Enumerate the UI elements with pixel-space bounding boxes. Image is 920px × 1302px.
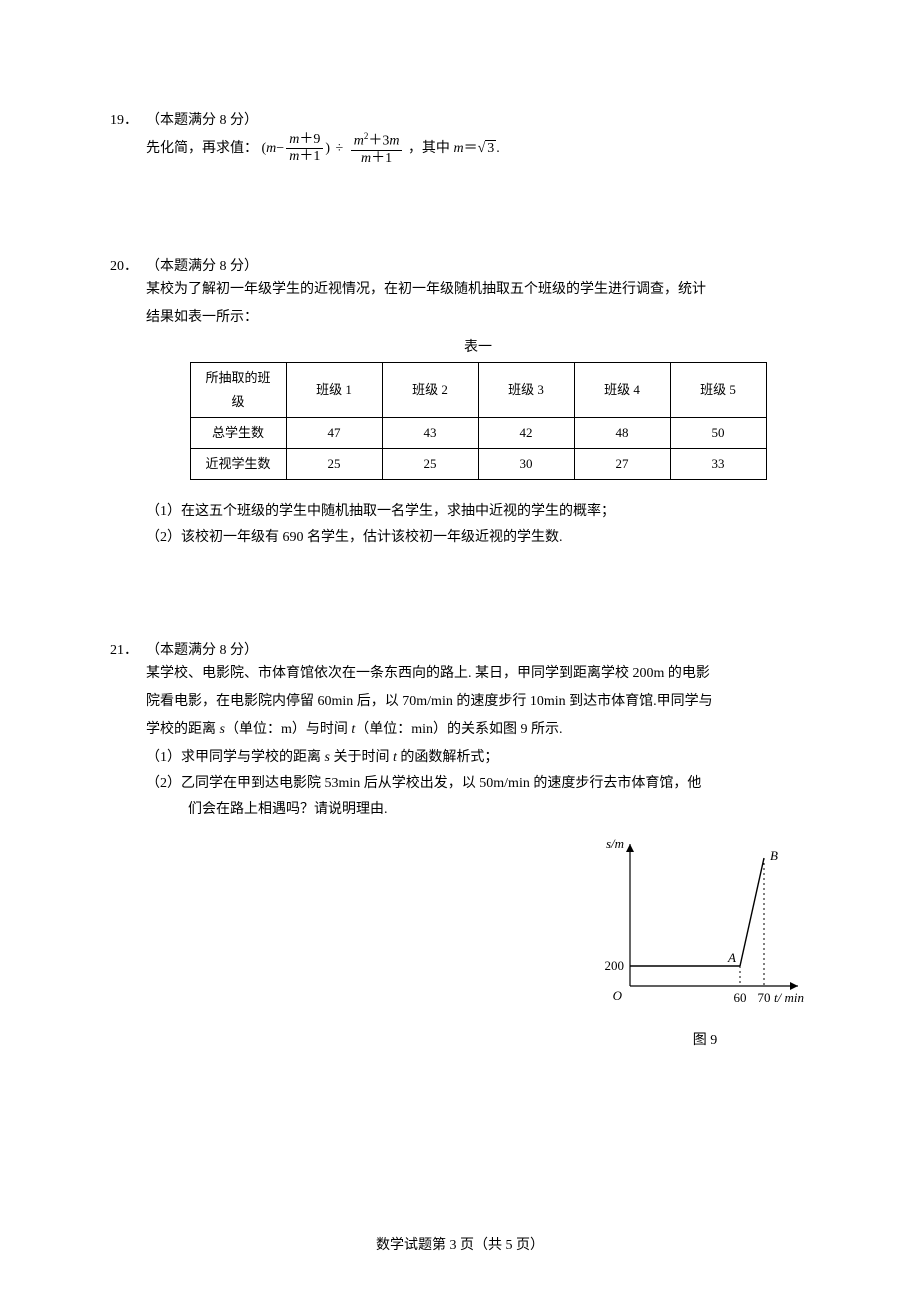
footer-text: 数学试题第 3 页（共 5 页）: [376, 1238, 544, 1253]
q21-s1a: （1）求甲同学与学校的距离: [146, 750, 325, 765]
table-row: 近视学生数 25 25 30 27 33: [190, 448, 766, 479]
r1-label: 总学生数: [190, 417, 286, 448]
svg-text:60: 60: [734, 990, 747, 1005]
divide: ÷: [336, 141, 344, 156]
q20-body: 某校为了解初一年级学生的近视情况，在初一年级随机抽取五个班级的学生进行调查，统计…: [146, 278, 810, 550]
q21-head: 21． （本题满分 8 分）: [110, 640, 810, 662]
fraction-1: m＋9 m＋1: [286, 133, 323, 164]
th-2: 班级 2: [382, 362, 478, 417]
q21-sub2b: 们会在路上相遇吗？请说明理由.: [146, 798, 810, 822]
chart-caption: 图 9: [600, 1029, 810, 1053]
q19-prefix: 先化简，再求值：: [146, 141, 258, 156]
r1-c5: 50: [670, 417, 766, 448]
r1-c2: 43: [382, 417, 478, 448]
fraction-2: m2＋3m m＋1: [351, 132, 403, 166]
f1-num-m: m: [289, 132, 299, 147]
q19-expression: (m− m＋9 m＋1 ) ÷ m2＋3m m＋1: [262, 141, 408, 156]
th-4: 班级 4: [574, 362, 670, 417]
chart-figure-9: s/m t/ min O 200 60 70 A B 图 9: [600, 836, 810, 1053]
q19-tail-m: m: [453, 141, 463, 156]
q20-number: 20．: [110, 256, 146, 278]
q20-line2: 结果如表一所示：: [146, 306, 810, 330]
q21-sub2a: （2）乙同学在甲到达电影院 53min 后从学校出发，以 50m/min 的速度…: [146, 772, 810, 796]
r1-c1: 47: [286, 417, 382, 448]
th-5: 班级 5: [670, 362, 766, 417]
q19-body: 先化简，再求值： (m− m＋9 m＋1 ) ÷ m2＋3m m＋1 ，其中 m…: [146, 132, 810, 166]
q21-p3c: （单位：min）的关系如图 9 所示.: [355, 722, 562, 737]
f2-num-plus: ＋: [368, 134, 382, 149]
q20-line1: 某校为了解初一年级学生的近视情况，在初一年级随机抽取五个班级的学生进行调查，统计: [146, 278, 810, 302]
r1-c3: 42: [478, 417, 574, 448]
r2-c2: 25: [382, 448, 478, 479]
chart-svg: s/m t/ min O 200 60 70 A B: [600, 836, 810, 1016]
q19-tail-prefix: ，其中: [408, 141, 454, 156]
svg-text:70: 70: [758, 990, 771, 1005]
svg-text:B: B: [770, 848, 778, 863]
r1-c4: 48: [574, 417, 670, 448]
data-table: 所抽取的班级 班级 1 班级 2 班级 3 班级 4 班级 5 总学生数 47 …: [190, 362, 767, 480]
q20-points: （本题满分 8 分）: [146, 256, 258, 278]
f2-den-plus: ＋: [371, 151, 385, 166]
q21-sub1: （1）求甲同学与学校的距离 s 关于时间 t 的函数解析式；: [146, 746, 810, 770]
q21-p1: 某学校、电影院、市体育馆依次在一条东西向的路上. 某日，甲同学到距离学校 200…: [146, 662, 810, 686]
svg-text:200: 200: [605, 958, 625, 973]
r2-c1: 25: [286, 448, 382, 479]
f1-den-m: m: [289, 149, 299, 164]
q21-p3b: （单位：m）与时间: [225, 722, 351, 737]
q20-sub2: （2）该校初一年级有 690 名学生，估计该校初一年级近视的学生数.: [146, 526, 810, 550]
q21-p3a: 学校的距离: [146, 722, 220, 737]
f1-den-plus: ＋: [299, 149, 313, 164]
question-19: 19． （本题满分 8 分） 先化简，再求值： (m− m＋9 m＋1 ) ÷ …: [110, 110, 810, 166]
table-caption: 表一: [146, 336, 810, 360]
q19-number: 19．: [110, 110, 146, 132]
svg-text:A: A: [727, 950, 736, 965]
th-0: 所抽取的班级: [190, 362, 286, 417]
q21-p3: 学校的距离 s（单位：m）与时间 t（单位：min）的关系如图 9 所示.: [146, 718, 810, 742]
q21-body: 某学校、电影院、市体育馆依次在一条东西向的路上. 某日，甲同学到距离学校 200…: [146, 662, 810, 1053]
q19-period: .: [496, 141, 500, 156]
sqrt-arg: 3: [485, 140, 496, 156]
f2-num-m: m: [354, 134, 364, 149]
f1-num-9: 9: [313, 132, 320, 147]
q20-subquestions: （1）在这五个班级的学生中随机抽取一名学生，求抽中近视的学生的概率； （2）该校…: [146, 500, 810, 550]
question-21: 21． （本题满分 8 分） 某学校、电影院、市体育馆依次在一条东西向的路上. …: [110, 640, 810, 1053]
svg-text:O: O: [613, 988, 623, 1003]
r2-c4: 27: [574, 448, 670, 479]
svg-text:s/m: s/m: [606, 836, 624, 851]
f1-num-plus: ＋: [299, 132, 313, 147]
r2-c3: 30: [478, 448, 574, 479]
q21-number: 21．: [110, 640, 146, 662]
f2-den-m: m: [361, 151, 371, 166]
q21-p2: 院看电影，在电影院内停留 60min 后，以 70m/min 的速度步行 10m…: [146, 690, 810, 714]
th-3: 班级 3: [478, 362, 574, 417]
f2-num-m2: m: [389, 134, 399, 149]
question-20: 20． （本题满分 8 分） 某校为了解初一年级学生的近视情况，在初一年级随机抽…: [110, 256, 810, 550]
table-row: 总学生数 47 43 42 48 50: [190, 417, 766, 448]
th-1: 班级 1: [286, 362, 382, 417]
r2-label: 近视学生数: [190, 448, 286, 479]
q21-s1c: 的函数解析式；: [397, 750, 499, 765]
minus: −: [276, 141, 284, 156]
close-paren: ): [325, 141, 330, 156]
q21-points: （本题满分 8 分）: [146, 640, 258, 662]
page-footer: 数学试题第 3 页（共 5 页）: [0, 1234, 920, 1254]
q19-tail-eq: ＝: [464, 141, 478, 156]
svg-text:t/ min: t/ min: [774, 990, 804, 1005]
f2-den-1: 1: [385, 151, 392, 166]
q19-head: 19． （本题满分 8 分）: [110, 110, 810, 132]
var-m: m: [266, 141, 276, 156]
f1-den-1: 1: [313, 149, 320, 164]
table-row-header: 所抽取的班级 班级 1 班级 2 班级 3 班级 4 班级 5: [190, 362, 766, 417]
q19-points: （本题满分 8 分）: [146, 110, 258, 132]
sqrt-3: √3: [478, 137, 497, 161]
q20-sub1: （1）在这五个班级的学生中随机抽取一名学生，求抽中近视的学生的概率；: [146, 500, 810, 524]
q20-head: 20． （本题满分 8 分）: [110, 256, 810, 278]
q21-s1b: 关于时间: [330, 750, 393, 765]
q21-subquestions: （1）求甲同学与学校的距离 s 关于时间 t 的函数解析式； （2）乙同学在甲到…: [146, 746, 810, 822]
r2-c5: 33: [670, 448, 766, 479]
